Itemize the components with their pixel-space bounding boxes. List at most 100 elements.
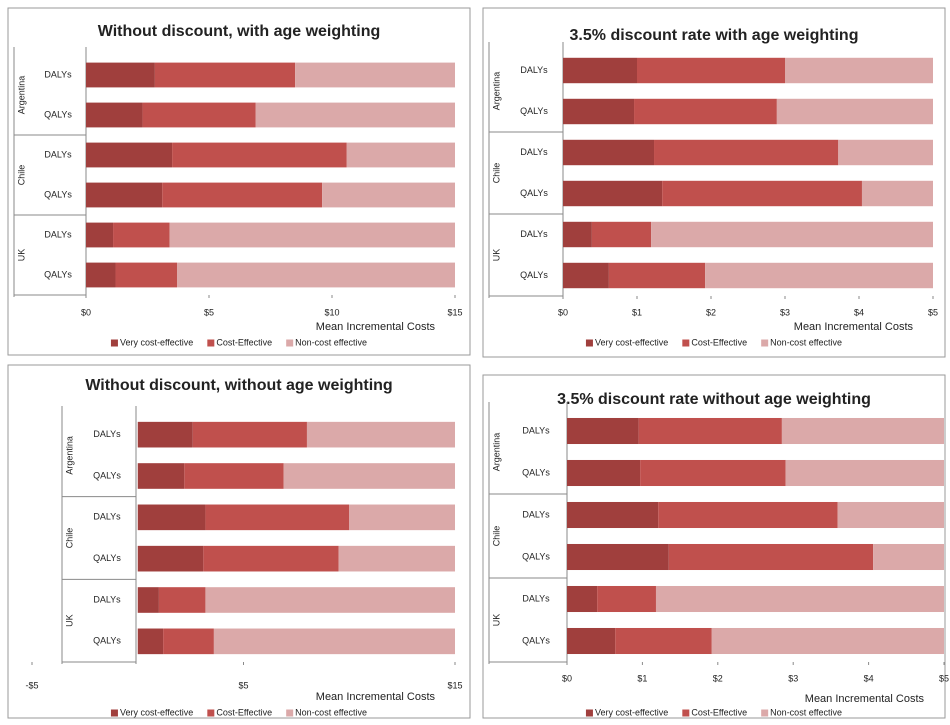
x-tick-label: $0 [558, 307, 568, 317]
legend-label: Very cost-effective [595, 337, 668, 347]
chart: Without discount, with age weighting Arge… [7, 7, 471, 356]
bar-segment [169, 222, 455, 248]
legend-item: Very cost-effective [110, 707, 193, 717]
bar-segment [184, 463, 284, 489]
bar-segment [662, 180, 862, 207]
legend-item: Non-cost effective [761, 337, 842, 347]
legend-item: Very cost-effective [585, 337, 668, 347]
x-axis-label: Mean Incremental Costs [794, 321, 914, 333]
legend-swatch [207, 339, 215, 347]
x-axis-label: Mean Incremental Costs [316, 691, 436, 703]
bar-segment [567, 459, 641, 487]
bar-segment [86, 62, 155, 88]
legend-swatch [110, 709, 118, 717]
bar-segment [615, 627, 712, 655]
bar-segment [655, 585, 944, 613]
category-label: QALYs [522, 467, 550, 477]
bar-segment [563, 221, 592, 248]
bar-segment [86, 262, 116, 288]
category-label: DALYs [44, 229, 72, 239]
legend: Very cost-effective Cost-Effective Non-cos… [585, 337, 842, 347]
bar-segment [113, 222, 170, 248]
x-tick-label: $10 [324, 307, 339, 317]
bar-segment [192, 421, 307, 448]
category-label: DALYs [44, 69, 72, 79]
bar-segment [861, 180, 933, 207]
legend-item: Non-cost effective [286, 707, 367, 717]
x-tick-label: $5 [939, 673, 949, 683]
bar-segment [86, 142, 173, 168]
bar-segment [838, 139, 933, 166]
legend-item: Non-cost effective [286, 337, 367, 347]
bar-segment [873, 543, 944, 571]
legend: Very cost-effective Cost-Effective Non-cos… [585, 707, 842, 717]
legend-swatch [286, 339, 294, 347]
group-label: UK [16, 249, 26, 262]
bar-segment [295, 62, 455, 88]
legend-label: Cost-Effective [216, 707, 272, 717]
chart: 3.5% discount rate with age weighting Arg… [482, 7, 946, 358]
bar-segment [86, 182, 163, 208]
bar-segment [349, 504, 455, 531]
legend-label: Very cost-effective [595, 707, 668, 717]
chart-title: Without discount, without age weighting [85, 377, 392, 394]
bar-segment [781, 417, 944, 445]
bar-segment [567, 627, 616, 655]
bar-segment [637, 57, 785, 84]
x-tick-label: $2 [713, 673, 723, 683]
legend-swatch [585, 709, 593, 717]
bar-segment [591, 221, 652, 248]
bar-segment [563, 180, 663, 207]
legend-swatch [110, 339, 118, 347]
legend-label: Cost-Effective [216, 337, 272, 347]
legend-label: Very cost-effective [120, 337, 193, 347]
bar-segment [785, 459, 944, 487]
bar-segment [837, 501, 944, 529]
bar-segment [137, 587, 159, 613]
x-tick-label: $3 [780, 307, 790, 317]
category-label: QALYs [44, 189, 72, 199]
group-label: UK [491, 614, 501, 627]
x-axis-label: Mean Incremental Costs [316, 321, 436, 333]
group-label: Chile [491, 163, 501, 184]
legend-swatch [207, 709, 215, 717]
bar-segment [137, 628, 164, 655]
x-tick-label: $15 [447, 680, 462, 690]
group-label: Argentina [64, 436, 74, 475]
bar-segment [172, 142, 347, 168]
category-label: DALYs [44, 149, 72, 159]
legend: Very cost-effective Cost-Effective Non-cos… [110, 337, 367, 347]
bar-segment [567, 585, 598, 613]
category-label: QALYs [44, 269, 72, 279]
bar-segment [608, 262, 706, 289]
bar-segment [597, 585, 656, 613]
bar-segment [338, 545, 455, 572]
x-tick-label: $0 [562, 673, 572, 683]
x-tick-label: $5 [238, 680, 248, 690]
chart-title: 3.5% discount rate with age weighting [570, 27, 859, 44]
bar-segment [137, 504, 206, 531]
bar-segment [255, 102, 455, 128]
legend-swatch [761, 709, 769, 717]
category-label: DALYs [520, 65, 548, 75]
category-label: DALYs [522, 425, 550, 435]
group-label: Chile [491, 526, 501, 547]
category-label: DALYs [93, 512, 121, 522]
legend-label: Non-cost effective [295, 707, 367, 717]
legend-label: Cost-Effective [691, 707, 747, 717]
legend-label: Non-cost effective [770, 337, 842, 347]
group-label: UK [64, 614, 74, 627]
legend: Very cost-effective Cost-Effective Non-cos… [110, 707, 367, 717]
group-label: Argentina [491, 433, 501, 472]
x-tick-label: $4 [854, 307, 864, 317]
legend-item: Cost-Effective [207, 707, 272, 717]
bar-segment [567, 417, 639, 445]
x-tick-label: $15 [447, 307, 462, 317]
x-tick-label: -$5 [25, 680, 38, 690]
category-label: DALYs [522, 593, 550, 603]
legend-item: Very cost-effective [110, 337, 193, 347]
bar-segment [162, 182, 323, 208]
legend-item: Non-cost effective [761, 707, 842, 717]
legend-label: Very cost-effective [120, 707, 193, 717]
